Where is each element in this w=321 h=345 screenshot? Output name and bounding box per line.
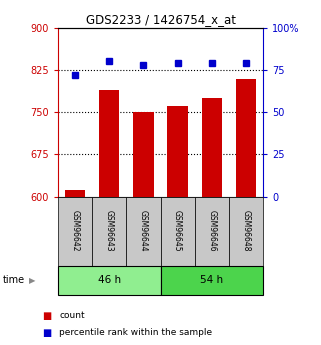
Text: ■: ■ — [42, 311, 51, 321]
Text: time: time — [3, 275, 25, 285]
Text: percentile rank within the sample: percentile rank within the sample — [59, 328, 213, 337]
Bar — [126, 197, 160, 266]
Text: count: count — [59, 311, 85, 320]
Bar — [160, 266, 263, 295]
Text: ▶: ▶ — [29, 276, 35, 285]
Text: GSM96646: GSM96646 — [207, 210, 216, 252]
Text: GSM96648: GSM96648 — [242, 210, 251, 252]
Bar — [160, 197, 195, 266]
Bar — [99, 90, 119, 197]
Bar — [167, 107, 188, 197]
Text: 46 h: 46 h — [98, 275, 121, 285]
Text: 54 h: 54 h — [200, 275, 223, 285]
Text: GSM96644: GSM96644 — [139, 210, 148, 252]
Text: ■: ■ — [42, 328, 51, 338]
Bar — [229, 197, 263, 266]
Title: GDS2233 / 1426754_x_at: GDS2233 / 1426754_x_at — [85, 13, 236, 27]
Bar — [92, 197, 126, 266]
Bar — [195, 197, 229, 266]
Bar — [133, 112, 154, 197]
Bar — [202, 98, 222, 197]
Bar — [58, 197, 92, 266]
Bar — [58, 266, 160, 295]
Text: GSM96645: GSM96645 — [173, 210, 182, 252]
Bar — [236, 79, 256, 197]
Text: GSM96642: GSM96642 — [70, 210, 79, 252]
Bar — [65, 190, 85, 197]
Text: GSM96643: GSM96643 — [105, 210, 114, 252]
